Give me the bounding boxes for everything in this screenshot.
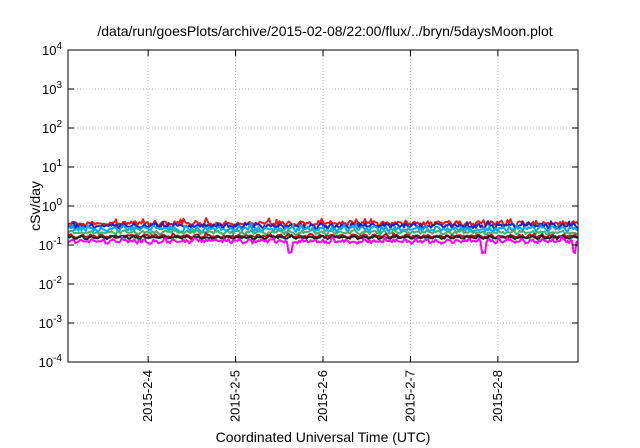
y-tick-label: 102 bbox=[42, 119, 62, 136]
series-line bbox=[67, 217, 579, 228]
y-tick-label: 100 bbox=[42, 197, 62, 214]
y-axis: 10-4 10-3 10-2 10-1 100 101 102 103 104 bbox=[39, 41, 578, 370]
series-line bbox=[67, 222, 579, 234]
y-axis-title: cSv/day bbox=[27, 181, 43, 231]
y-tick-label: 101 bbox=[42, 158, 62, 175]
series-line bbox=[67, 227, 579, 236]
x-axis: 2015-2-4 2015-2-5 2015-2-6 2015-2-7 2015-2-8 bbox=[140, 50, 505, 422]
x-tick-label: 2015-2-4 bbox=[140, 370, 155, 422]
series-line bbox=[67, 233, 579, 241]
grid bbox=[68, 50, 578, 362]
y-tick-label: 10-3 bbox=[39, 314, 63, 331]
y-tick-label: 10-4 bbox=[39, 353, 63, 370]
x-tick-label: 2015-2-6 bbox=[315, 370, 330, 422]
y-tick-label: 103 bbox=[42, 80, 62, 97]
y-tick-label: 10-2 bbox=[39, 275, 63, 292]
chart-title: /data/run/goesPlots/archive/2015-02-08/2… bbox=[97, 23, 552, 39]
x-tick-label: 2015-2-5 bbox=[228, 370, 243, 422]
x-axis-title: Coordinated Universal Time (UTC) bbox=[216, 429, 431, 445]
x-tick-label: 2015-2-8 bbox=[490, 370, 505, 422]
y-tick-label: 104 bbox=[42, 41, 62, 58]
series-layer bbox=[67, 217, 579, 255]
x-tick-label: 2015-2-7 bbox=[402, 370, 417, 422]
y-tick-label: 10-1 bbox=[39, 236, 63, 253]
series-line bbox=[67, 235, 579, 255]
